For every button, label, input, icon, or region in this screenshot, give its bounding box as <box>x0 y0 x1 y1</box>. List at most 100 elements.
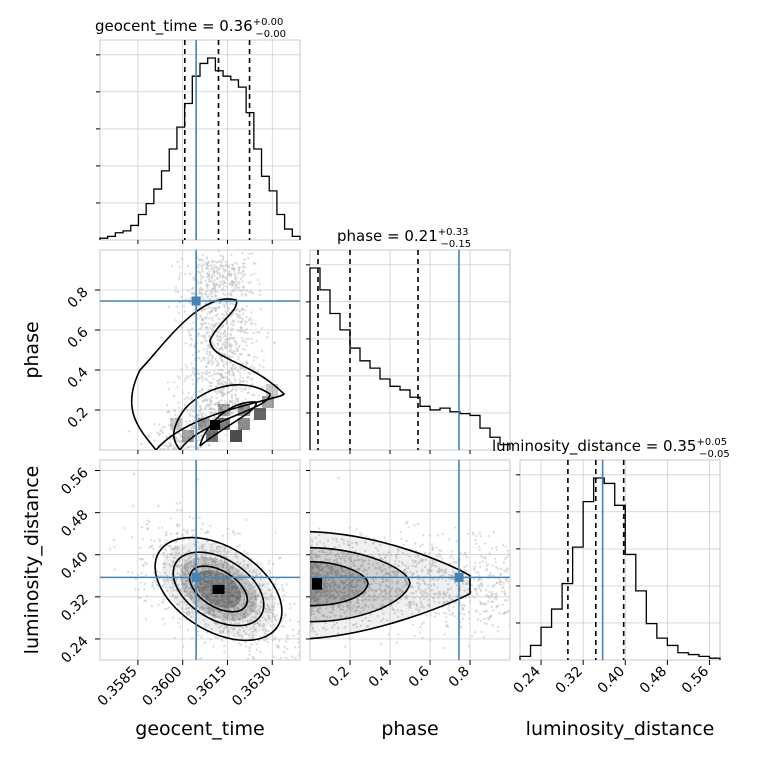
scatter-point <box>462 613 466 616</box>
scatter-point <box>214 308 218 311</box>
scatter-point <box>250 318 253 322</box>
scatter-point <box>187 376 190 379</box>
scatter-point <box>264 632 267 635</box>
scatter-point <box>206 307 209 310</box>
scatter-point <box>242 630 246 633</box>
scatter-point <box>324 628 328 631</box>
scatter-point <box>267 629 271 633</box>
scatter-point <box>420 560 424 563</box>
scatter-point <box>492 574 495 577</box>
scatter-point <box>190 362 193 365</box>
scatter-point <box>393 612 396 615</box>
scatter-point <box>196 430 199 433</box>
scatter-point <box>208 573 212 577</box>
scatter-point <box>499 573 502 576</box>
scatter-point <box>222 404 225 407</box>
scatter-point <box>198 305 201 309</box>
scatter-point <box>257 639 260 643</box>
scatter-point <box>242 559 246 563</box>
scatter-point <box>199 277 203 280</box>
scatter-point <box>179 600 182 604</box>
scatter-point <box>200 288 203 291</box>
scatter-point <box>353 559 357 562</box>
scatter-point <box>426 604 430 607</box>
scatter-point <box>226 626 229 629</box>
scatter-point <box>220 312 224 316</box>
scatter-point <box>201 595 205 599</box>
scatter-point <box>244 331 247 334</box>
scatter-point <box>432 582 436 586</box>
scatter-point <box>200 281 203 285</box>
scatter-point <box>214 608 217 612</box>
scatter-point <box>210 323 213 326</box>
scatter-point <box>211 360 215 364</box>
scatter-point <box>321 566 325 570</box>
scatter-point <box>207 593 211 596</box>
scatter-point <box>345 579 348 582</box>
scatter-point <box>218 373 222 376</box>
scatter-point <box>216 343 220 346</box>
scatter-point <box>464 569 468 572</box>
scatter-point <box>211 363 214 366</box>
scatter-point <box>174 579 178 582</box>
scatter-point <box>255 356 258 359</box>
scatter-point <box>214 561 217 564</box>
scatter-point <box>199 314 202 317</box>
scatter-point <box>176 415 180 418</box>
scatter-point <box>246 332 249 335</box>
scatter-point <box>230 395 233 398</box>
scatter-point <box>418 545 422 548</box>
scatter-point <box>162 583 165 586</box>
scatter-point <box>251 341 254 345</box>
scatter-point <box>130 571 134 575</box>
scatter-point <box>359 532 362 535</box>
histogram-geocent-time <box>99 57 301 240</box>
scatter-point <box>180 441 183 444</box>
scatter-point <box>370 582 374 586</box>
scatter-point <box>422 579 426 583</box>
scatter-point <box>240 406 243 410</box>
scatter-point <box>231 573 235 577</box>
density-cell <box>238 418 250 430</box>
scatter-point <box>204 339 207 342</box>
scatter-point <box>250 584 254 587</box>
scatter-point <box>226 322 229 325</box>
scatter-point <box>321 548 325 551</box>
scatter-point <box>234 367 237 370</box>
scatter-point <box>201 400 205 403</box>
scatter-point <box>231 363 235 366</box>
scatter-point <box>233 261 237 264</box>
scatter-point <box>377 568 381 571</box>
scatter-point <box>315 556 318 559</box>
scatter-point <box>325 582 329 585</box>
scatter-point <box>283 645 286 649</box>
scatter-point <box>354 549 357 553</box>
scatter-point <box>352 592 356 595</box>
scatter-point <box>233 272 237 275</box>
scatter-point <box>330 549 333 552</box>
scatter-point <box>245 380 249 383</box>
scatter-point <box>243 616 247 619</box>
scatter-point <box>175 532 178 535</box>
scatter-point <box>342 605 345 609</box>
scatter-point <box>190 292 193 295</box>
scatter-point <box>366 569 369 572</box>
scatter-point <box>343 570 346 574</box>
scatter-point <box>213 598 216 601</box>
scatter-point <box>220 611 223 614</box>
scatter-point <box>387 579 390 582</box>
scatter-point <box>199 390 203 393</box>
scatter-point <box>203 317 206 320</box>
scatter-point <box>392 570 395 574</box>
xlabel-phase: phase <box>381 718 438 740</box>
scatter-point <box>268 569 272 572</box>
scatter-point <box>264 607 268 611</box>
scatter-point <box>233 336 236 340</box>
scatter-point <box>165 530 168 534</box>
scatter-point <box>238 310 242 313</box>
scatter-point <box>382 612 385 615</box>
scatter-point <box>214 411 218 414</box>
scatter-point <box>355 626 359 629</box>
scatter-point <box>405 582 409 585</box>
scatter-point <box>497 604 500 607</box>
